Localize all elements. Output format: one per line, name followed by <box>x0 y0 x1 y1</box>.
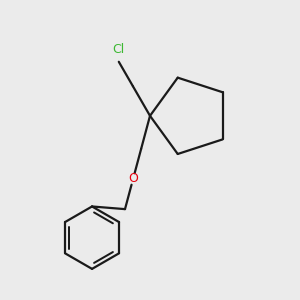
Text: Cl: Cl <box>113 44 125 56</box>
Text: O: O <box>128 172 138 185</box>
